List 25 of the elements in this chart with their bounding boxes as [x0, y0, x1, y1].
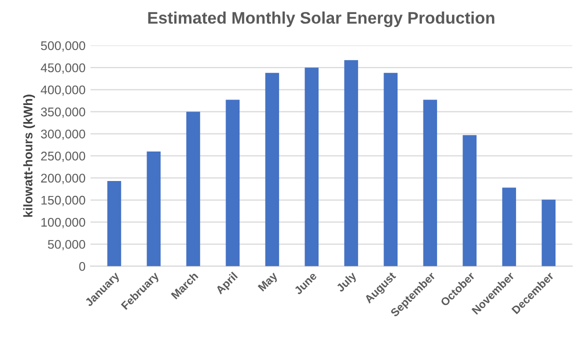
bar	[146, 151, 161, 266]
y-tick-label: 500,000	[40, 41, 86, 52]
y-tick-label: 300,000	[40, 130, 86, 140]
chart-title: Estimated Monthly Solar Energy Production	[148, 12, 494, 28]
bar	[265, 72, 280, 266]
y-tick-label: 0	[79, 262, 86, 271]
y-tick-label: 150,000	[41, 196, 86, 206]
bar	[502, 188, 516, 266]
bar	[226, 100, 240, 266]
y-tick-label: 200,000	[41, 174, 86, 184]
bar	[344, 60, 358, 266]
bar	[542, 200, 556, 266]
y-tick-label: 350,000	[40, 108, 86, 118]
y-tick-label: 450,000	[40, 63, 86, 74]
y-tick-label: 250,000	[41, 152, 86, 162]
bar	[107, 181, 122, 266]
bar	[423, 100, 438, 266]
bar	[186, 112, 200, 266]
y-tick-label: 100,000	[41, 218, 86, 228]
y-tick-label: 50,000	[48, 240, 86, 250]
bar	[462, 135, 477, 266]
y-axis-title: kilowatt-hours (kWh)	[23, 94, 35, 217]
y-tick-label: 400,000	[40, 85, 86, 96]
bar	[304, 68, 319, 266]
bar	[384, 72, 398, 266]
